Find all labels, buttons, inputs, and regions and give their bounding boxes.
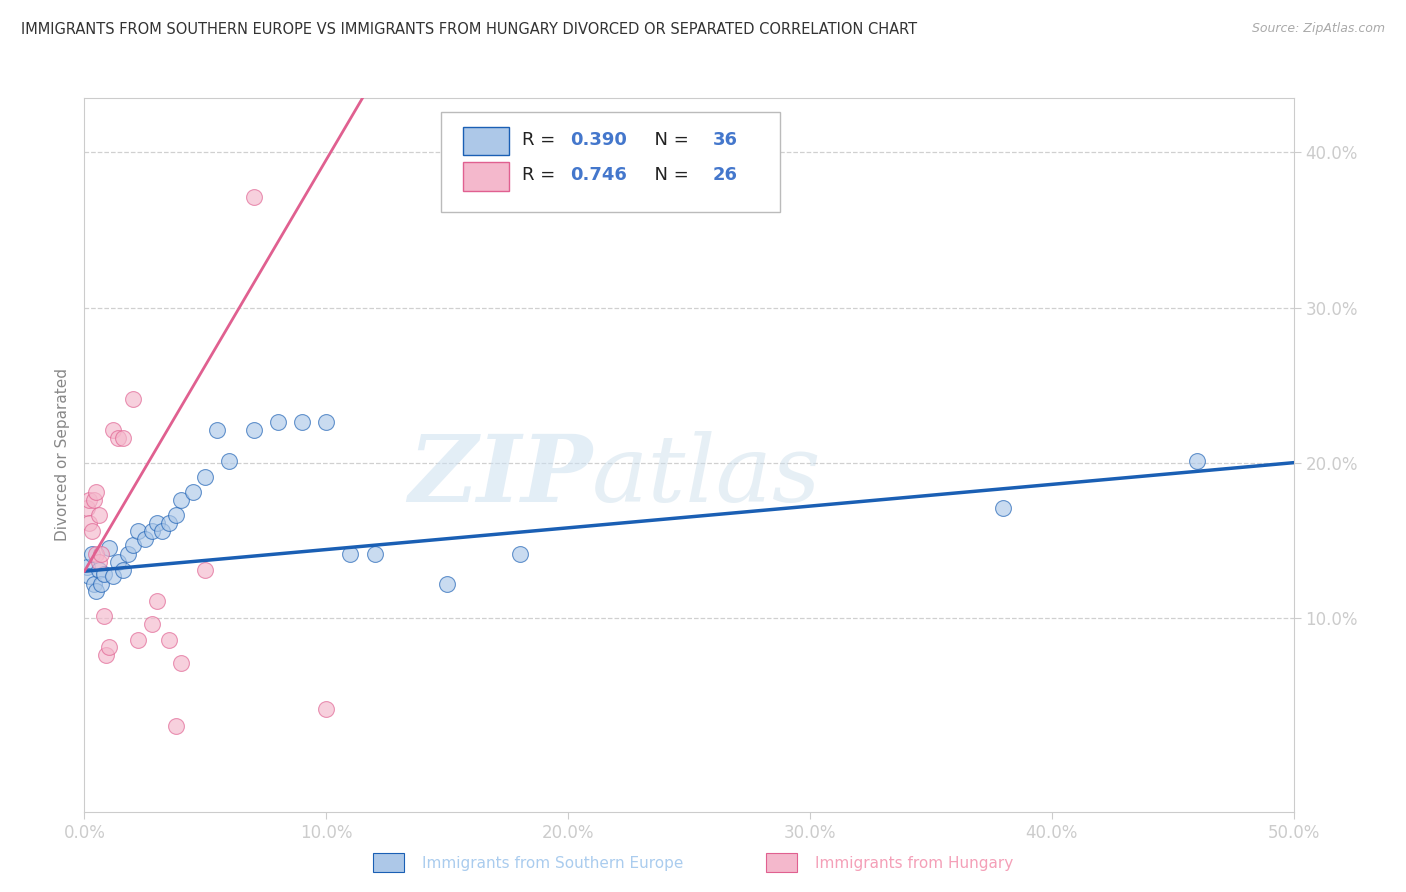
Point [93,567,115,582]
Point [339,547,361,561]
Y-axis label: Divorced or Separated: Divorced or Separated [55,368,70,541]
Point [242,190,264,204]
Point [80,524,103,538]
Text: atlas: atlas [592,432,821,521]
Point [170,656,193,670]
Point [87,563,110,577]
Text: R =: R = [522,166,561,184]
Text: 26: 26 [713,166,738,184]
Point [83,492,105,507]
FancyBboxPatch shape [766,853,797,872]
Point [315,415,337,429]
Point [77,492,100,507]
Point [93,609,115,624]
Text: R =: R = [522,130,561,148]
FancyBboxPatch shape [463,162,509,191]
Point [107,431,129,445]
Point [267,415,290,429]
Text: 0.390: 0.390 [571,130,627,148]
Text: ZIP: ZIP [408,432,592,521]
Point [165,508,187,523]
Point [141,524,163,538]
Point [121,538,143,552]
Point [107,555,129,569]
Point [127,524,149,538]
Point [157,632,180,647]
Point [90,576,112,591]
Point [181,485,204,500]
Point [77,516,100,531]
Point [86,485,108,500]
Point [86,584,108,599]
Text: Source: ZipAtlas.com: Source: ZipAtlas.com [1251,22,1385,36]
FancyBboxPatch shape [441,112,779,212]
Text: N =: N = [643,130,695,148]
Point [103,423,125,437]
Point [291,415,314,429]
Point [141,617,163,632]
Text: 0.746: 0.746 [571,166,627,184]
Point [77,569,100,583]
Point [134,532,156,546]
Text: 36: 36 [713,130,738,148]
Point [112,563,135,577]
Point [97,541,120,555]
Point [509,547,531,561]
Point [76,559,98,574]
Point [157,516,180,531]
Text: Immigrants from Hungary: Immigrants from Hungary [815,856,1014,871]
Point [315,702,337,716]
Text: N =: N = [643,166,695,184]
Point [242,423,264,437]
Point [76,500,98,515]
Point [90,547,112,561]
Point [127,632,149,647]
Point [194,469,217,483]
Point [83,576,105,591]
Point [112,431,135,445]
Point [146,593,169,607]
Point [436,576,458,591]
Point [207,423,229,437]
Point [363,547,385,561]
Point [194,563,217,577]
Point [1185,454,1208,468]
Point [170,492,193,507]
Point [87,508,110,523]
FancyBboxPatch shape [373,853,404,872]
Text: Immigrants from Southern Europe: Immigrants from Southern Europe [422,856,683,871]
Point [103,569,125,583]
Point [117,547,139,561]
Point [86,547,108,561]
Point [165,719,187,733]
Point [150,524,173,538]
Point [993,500,1015,515]
Text: IMMIGRANTS FROM SOUTHERN EUROPE VS IMMIGRANTS FROM HUNGARY DIVORCED OR SEPARATED: IMMIGRANTS FROM SOUTHERN EUROPE VS IMMIG… [21,22,917,37]
Point [87,555,110,569]
Point [80,547,103,561]
Point [97,640,120,655]
Point [218,454,240,468]
FancyBboxPatch shape [463,127,509,155]
Point [94,648,117,662]
Point [146,516,169,531]
Point [121,392,143,406]
